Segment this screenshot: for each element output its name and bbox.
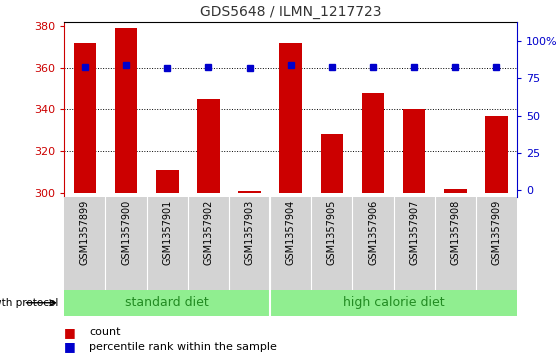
Bar bbox=[74, 43, 96, 193]
Text: GSM1357902: GSM1357902 bbox=[203, 200, 214, 265]
Text: GSM1357907: GSM1357907 bbox=[409, 200, 419, 265]
Text: GSM1357904: GSM1357904 bbox=[286, 200, 296, 265]
Bar bbox=[238, 191, 261, 193]
Text: GSM1357903: GSM1357903 bbox=[244, 200, 254, 265]
Text: GSM1357908: GSM1357908 bbox=[451, 200, 460, 265]
Bar bbox=[197, 99, 220, 193]
Bar bbox=[403, 110, 425, 193]
Text: GSM1357899: GSM1357899 bbox=[80, 200, 90, 265]
Text: high calorie diet: high calorie diet bbox=[343, 296, 444, 309]
Text: GSM1357906: GSM1357906 bbox=[368, 200, 378, 265]
Text: GSM1357900: GSM1357900 bbox=[121, 200, 131, 265]
Text: GSM1357901: GSM1357901 bbox=[162, 200, 172, 265]
Bar bbox=[320, 135, 343, 193]
Text: GSM1357905: GSM1357905 bbox=[327, 200, 337, 265]
Text: standard diet: standard diet bbox=[125, 296, 209, 309]
Bar bbox=[156, 170, 178, 193]
Bar bbox=[362, 93, 385, 193]
Text: growth protocol: growth protocol bbox=[0, 298, 59, 308]
Text: ■: ■ bbox=[64, 326, 76, 339]
Bar bbox=[115, 28, 138, 193]
Text: GSM1357909: GSM1357909 bbox=[491, 200, 501, 265]
Title: GDS5648 / ILMN_1217723: GDS5648 / ILMN_1217723 bbox=[200, 5, 381, 19]
Text: count: count bbox=[89, 327, 121, 337]
Bar bbox=[485, 116, 508, 193]
Bar bbox=[280, 43, 302, 193]
Text: ■: ■ bbox=[64, 340, 76, 353]
Bar bbox=[444, 189, 467, 193]
Text: percentile rank within the sample: percentile rank within the sample bbox=[89, 342, 277, 352]
